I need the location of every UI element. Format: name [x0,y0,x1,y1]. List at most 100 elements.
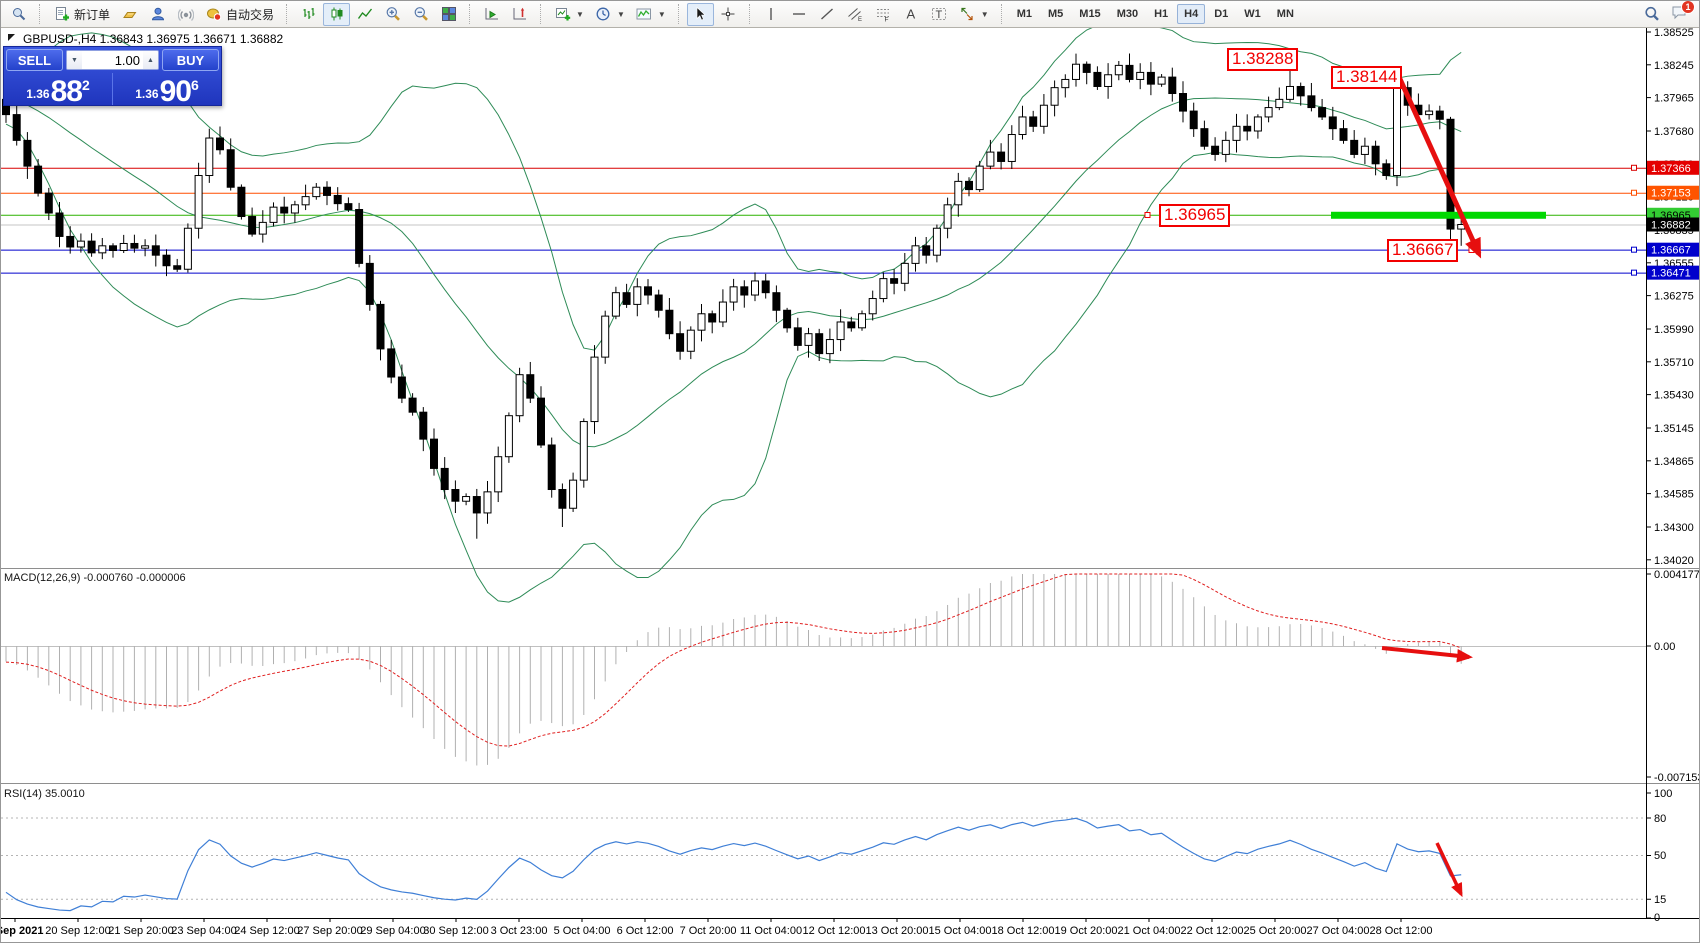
toolbar-right: 1 [1643,1,1695,23]
line-chart-icon [356,6,373,23]
trendline-button[interactable] [814,3,841,26]
cursor-button[interactable] [686,2,714,26]
arrows-icon [959,6,976,23]
svg-text:1.35990: 1.35990 [1654,324,1694,336]
timeframe-d1[interactable]: D1 [1214,8,1229,20]
chart-shift-button[interactable] [506,3,533,26]
tile-windows-icon [440,6,457,23]
sell-price[interactable]: 1.36 88 2 [4,73,112,106]
new-order-icon [53,6,70,23]
indicators-button[interactable]: ▼ [631,3,671,26]
vertical-line-icon [763,6,780,23]
vertical-line-button[interactable] [758,3,785,26]
svg-text:-0.007153: -0.007153 [1654,772,1700,784]
svg-text:20 Sep 12:00: 20 Sep 12:00 [45,925,110,937]
svg-text:1.34865: 1.34865 [1654,456,1694,468]
profile-button[interactable] [144,3,171,26]
toolbar-separator [286,4,289,24]
search-icon[interactable] [1643,6,1660,23]
price-callout[interactable]: 1.36667 [1387,239,1459,262]
timeframe-h4[interactable]: H4 [1177,4,1206,24]
candlestick-chart-button[interactable] [323,2,351,26]
svg-text:25 Oct 20:00: 25 Oct 20:00 [1244,925,1307,937]
new-order-button[interactable]: 新订单 [48,3,115,26]
arrows-button[interactable]: ▼ [954,3,994,26]
timeframe-m5[interactable]: M5 [1048,8,1064,20]
horizontal-line-icon [791,6,808,23]
toolbar-separator [540,4,543,24]
text-label-button[interactable]: T [926,3,953,26]
sell-button[interactable]: SELL [6,49,63,71]
buy-button[interactable]: BUY [162,49,219,71]
timeframe-m30[interactable]: M30 [1116,8,1139,20]
text-icon: A [903,6,920,23]
volume-down-button[interactable]: ▼ [67,51,82,69]
svg-text:A: A [907,7,916,22]
price-callout[interactable]: 1.38144 [1331,66,1403,89]
equidistant-channel-button[interactable]: E [842,3,869,26]
new-chart-button[interactable]: ▼ [549,3,589,26]
horizontal-line-button[interactable] [786,3,813,26]
macd-histogram [5,574,1462,766]
notification-badge: 1 [1681,1,1695,14]
timeframe-w1[interactable]: W1 [1244,8,1261,20]
price-callout[interactable]: 1.38288 [1227,48,1299,71]
svg-text:27 Sep 20:00: 27 Sep 20:00 [297,925,362,937]
auto-scroll-button[interactable] [478,3,505,26]
timeframe-group: M1 M5 M15 M30 H1 H4 D1 W1 MN [1010,4,1301,24]
svg-text:F: F [885,17,889,23]
chart-title: GBPUSD-,H4 1.36843 1.36975 1.36671 1.368… [8,32,283,46]
svg-text:3 Oct 23:00: 3 Oct 23:00 [491,925,548,937]
tile-windows-button[interactable] [435,3,462,26]
volume-input[interactable] [82,51,143,69]
one-click-trading-panel: SELL ▼ ▲ BUY 1.36 88 2 1.36 90 6 [3,46,222,106]
price-callout[interactable]: 1.36965 [1159,204,1231,227]
svg-text:1.36882: 1.36882 [1651,219,1691,231]
chevron-down-icon: ▼ [616,9,625,19]
cursor-icon [692,6,709,23]
zoom-out-button[interactable] [407,3,434,26]
sell-price-sup: 2 [81,77,90,93]
market-watch-icon [10,6,27,23]
timeframe-h1[interactable]: H1 [1154,8,1169,20]
clock-icon [595,6,612,23]
svg-text:1.34020: 1.34020 [1654,555,1694,567]
autotrading-label: 自动交易 [226,7,275,22]
price-level-lines [1,164,1646,276]
zoom-in-button[interactable] [379,3,406,26]
fibonacci-button[interactable]: F [870,3,897,26]
svg-text:19 Oct 20:00: 19 Oct 20:00 [1055,925,1118,937]
ingot-button[interactable] [116,3,143,26]
volume-up-button[interactable]: ▲ [143,51,158,69]
timeframe-mn[interactable]: MN [1276,8,1294,20]
bar-chart-button[interactable] [295,3,322,26]
market-watch-button[interactable] [5,3,32,26]
chevron-down-icon: ▼ [657,9,666,19]
text-button[interactable]: A [898,3,925,26]
line-chart-button[interactable] [351,3,378,26]
signal-icon [177,6,194,23]
svg-text:21 Sep 20:00: 21 Sep 20:00 [108,925,173,937]
toolbar-separator [39,4,42,24]
trendline-icon [819,6,836,23]
buy-price-big: 90 [159,74,192,108]
chart-canvas: 1.385251.382451.379651.376801.374001.371… [1,28,1700,937]
timeframe-m15[interactable]: M15 [1079,8,1101,20]
chart-area[interactable]: 1.385251.382451.379651.376801.374001.371… [1,28,1700,942]
crosshair-button[interactable] [715,3,742,26]
bollinger-bands [5,28,1462,603]
fibonacci-icon: F [875,6,892,23]
svg-text:E: E [858,17,862,22]
timeframe-m1[interactable]: M1 [1016,8,1032,20]
auto-scroll-icon [483,6,500,23]
chat-icon[interactable]: 1 [1670,1,1695,23]
signal-button[interactable] [172,3,199,26]
svg-text:22 Oct 12:00: 22 Oct 12:00 [1181,925,1244,937]
autotrading-button[interactable]: 自动交易 [200,3,279,26]
periods-button[interactable]: ▼ [590,3,630,26]
svg-text:1.34585: 1.34585 [1654,489,1694,501]
svg-text:11 Oct 04:00: 11 Oct 04:00 [740,925,802,937]
buy-price[interactable]: 1.36 90 6 [112,73,221,108]
svg-text:1.37680: 1.37680 [1654,126,1694,138]
